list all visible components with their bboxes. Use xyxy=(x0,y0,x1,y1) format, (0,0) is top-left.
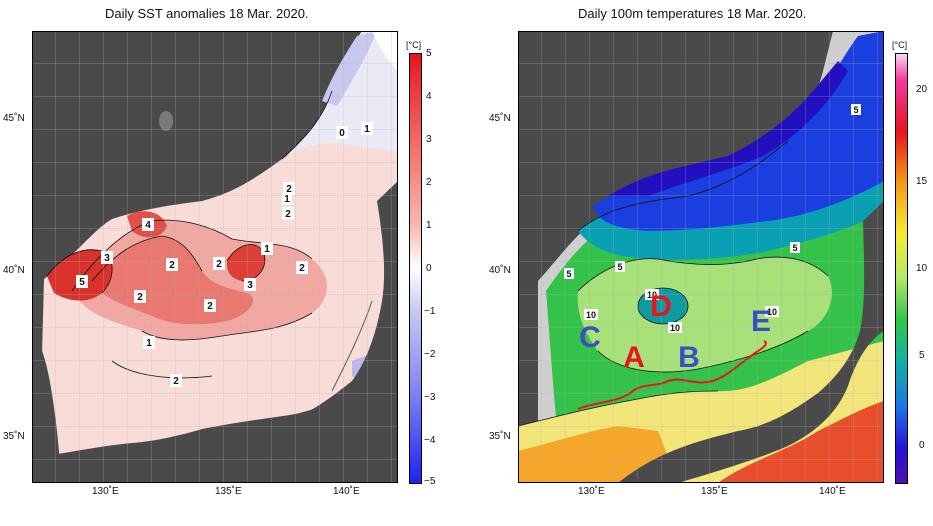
svg-text:1: 1 xyxy=(364,124,370,135)
right-cb-tick: 5 xyxy=(919,350,925,361)
svg-text:10: 10 xyxy=(586,310,596,320)
left-cb-tick: 1 xyxy=(426,220,432,231)
left-cb-tick: −3 xyxy=(424,392,436,403)
svg-text:2: 2 xyxy=(216,259,222,270)
svg-text:10: 10 xyxy=(670,323,680,333)
contour-label: 1 xyxy=(261,242,273,255)
left-colorbar-unit: [°C] xyxy=(406,40,422,50)
contour-label: 1 xyxy=(361,122,373,135)
svg-text:4: 4 xyxy=(145,220,151,231)
contour-label: 0 xyxy=(336,126,348,139)
lat-label-40n: 40˚N xyxy=(3,265,25,276)
left-panel-title: Daily SST anomalies 18 Mar. 2020. xyxy=(105,6,309,21)
svg-text:2: 2 xyxy=(285,209,291,220)
left-cb-tick: −5 xyxy=(424,476,436,487)
svg-text:10: 10 xyxy=(767,307,777,317)
lon-label-140e: 140˚E xyxy=(819,486,846,497)
temp-colorbar xyxy=(895,53,908,484)
contour-label: 5 xyxy=(790,242,800,253)
svg-text:3: 3 xyxy=(104,253,110,264)
svg-text:5: 5 xyxy=(79,277,85,288)
contour-label: 5 xyxy=(564,268,574,279)
region-label-b: B xyxy=(678,341,700,374)
svg-text:2: 2 xyxy=(137,292,143,303)
contour-label: 10 xyxy=(645,289,659,300)
region-label-d: D xyxy=(650,290,672,323)
temp-100m-map: 5 5 5 10 10 10 10 5 A B C D E xyxy=(518,31,884,483)
right-cb-tick: 15 xyxy=(916,176,928,187)
svg-text:1: 1 xyxy=(146,338,152,349)
contour-label: 1 xyxy=(143,336,155,349)
contour-label: 1 xyxy=(282,193,292,205)
region-label-a: A xyxy=(623,341,645,374)
right-cb-tick: 0 xyxy=(919,440,925,451)
lat-label-35n: 35˚N xyxy=(3,431,25,442)
left-cb-tick: 5 xyxy=(426,48,432,59)
lon-label-140e: 140˚E xyxy=(333,486,360,497)
svg-text:5: 5 xyxy=(853,105,858,115)
contour-label: 2 xyxy=(283,182,295,195)
left-cb-tick: −2 xyxy=(424,349,436,360)
contour-label: 10 xyxy=(668,322,682,333)
svg-text:2: 2 xyxy=(169,260,175,271)
left-cb-tick: 3 xyxy=(426,134,432,145)
lon-label-130e: 130˚E xyxy=(578,486,605,497)
contour-label: 3 xyxy=(101,251,113,264)
contour-label: 3 xyxy=(244,278,256,291)
left-cb-tick: 4 xyxy=(426,91,432,102)
svg-text:2: 2 xyxy=(207,301,213,312)
svg-text:0: 0 xyxy=(339,128,345,139)
lat-label-45n: 45˚N xyxy=(3,113,25,124)
lon-label-135e: 135˚E xyxy=(215,486,242,497)
right-panel-title: Daily 100m temperatures 18 Mar. 2020. xyxy=(578,6,807,21)
contour-label: 5 xyxy=(615,261,625,272)
left-cb-tick: −4 xyxy=(424,435,436,446)
lat-label-45n: 45˚N xyxy=(489,113,511,124)
svg-text:3: 3 xyxy=(247,280,253,291)
svg-text:2: 2 xyxy=(286,184,292,195)
region-label-c: C xyxy=(579,321,601,354)
contour-label: 2 xyxy=(170,374,182,387)
right-colorbar-unit: [°C] xyxy=(892,40,908,50)
right-cb-tick: 20 xyxy=(916,84,928,95)
sst-anomaly-colorbar xyxy=(409,53,422,484)
right-cb-tick: 10 xyxy=(916,263,928,274)
contour-label: 2 xyxy=(204,299,216,312)
svg-text:1: 1 xyxy=(264,244,270,255)
svg-text:5: 5 xyxy=(617,262,622,272)
lon-label-135e: 135˚E xyxy=(701,486,728,497)
lon-label-130e: 130˚E xyxy=(92,486,119,497)
svg-text:2: 2 xyxy=(299,263,305,274)
contour-label: 10 xyxy=(584,309,598,320)
contour-label: 5 xyxy=(851,104,861,115)
contour-label: 2 xyxy=(296,261,308,274)
left-cb-tick: 0 xyxy=(426,263,432,274)
svg-text:2: 2 xyxy=(173,376,179,387)
contour-label: 2 xyxy=(134,290,146,303)
lat-label-35n: 35˚N xyxy=(489,431,511,442)
svg-text:5: 5 xyxy=(792,243,797,253)
left-cb-tick: 2 xyxy=(426,177,432,188)
svg-text:5: 5 xyxy=(566,269,571,279)
region-label-e: E xyxy=(751,305,771,338)
contour-label: 4 xyxy=(142,218,154,231)
svg-text:1: 1 xyxy=(284,194,290,205)
svg-text:10: 10 xyxy=(647,290,657,300)
contour-label: 2 xyxy=(166,258,178,271)
left-cb-tick: −1 xyxy=(424,306,436,317)
contour-label: 2 xyxy=(282,207,294,220)
contour-label: 5 xyxy=(76,275,88,288)
contour-label: 2 xyxy=(213,257,225,270)
lat-label-40n: 40˚N xyxy=(489,265,511,276)
contour-label: 10 xyxy=(765,306,779,317)
sst-anomaly-map: 5 3 4 2 2 3 2 1 2 2 2 1 2 1 0 1 2 xyxy=(32,31,398,483)
